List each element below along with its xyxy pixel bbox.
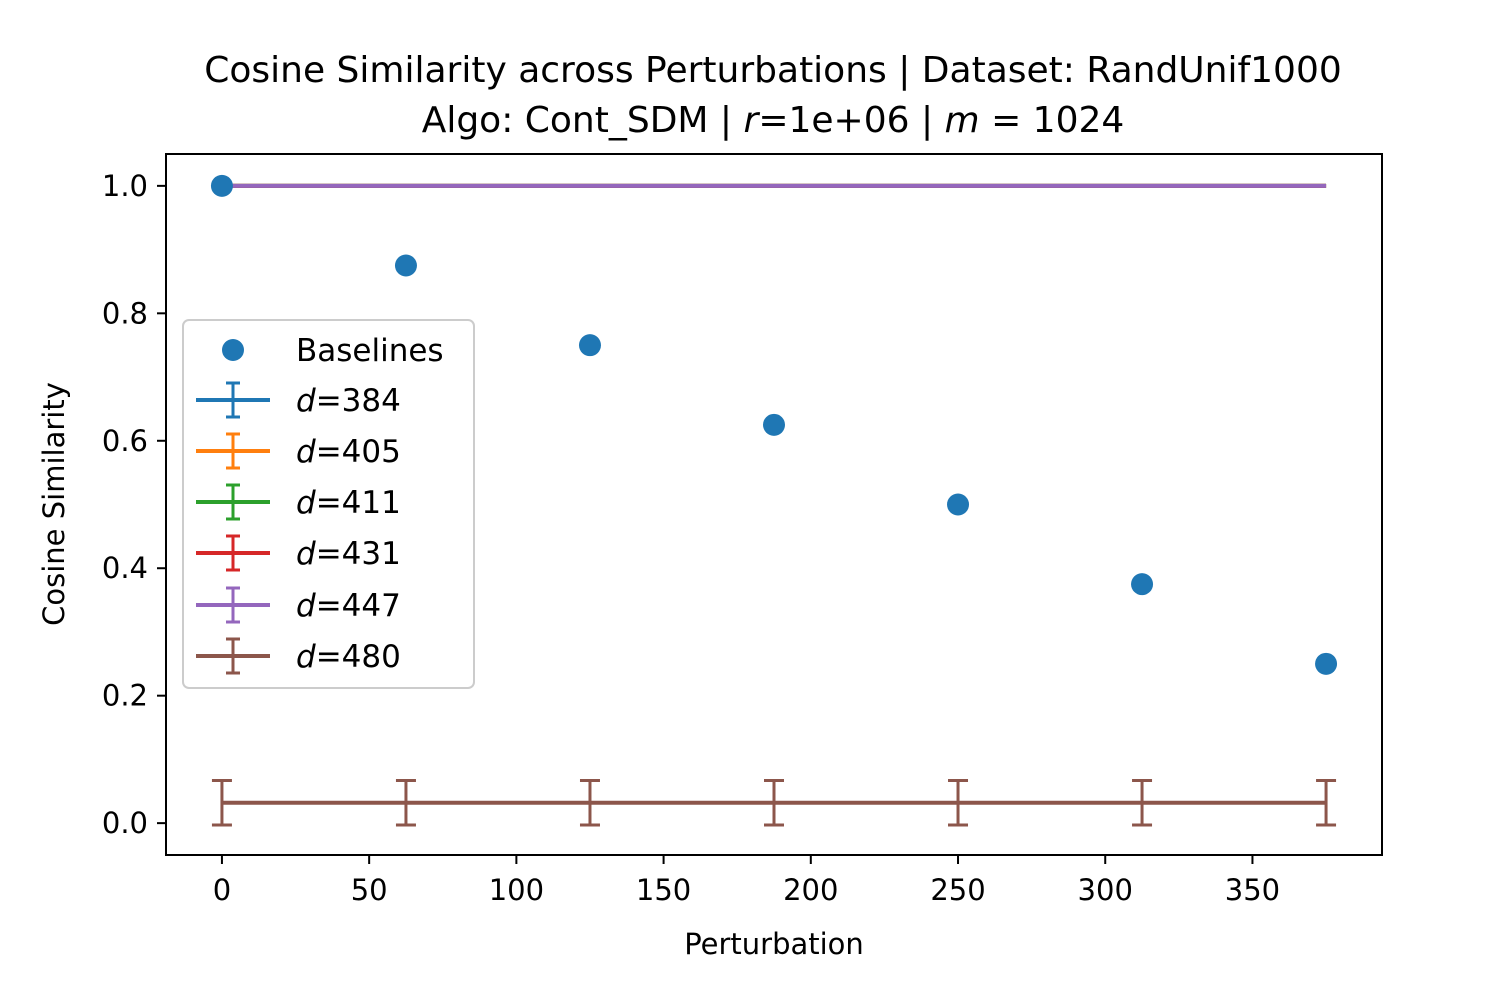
y-tick-label: 0.4 (102, 551, 148, 585)
y-axis: 0.0 0.2 0.4 0.6 0.8 1.0 (102, 169, 166, 840)
chart-title-line2: Algo: Cont_SDM | r=1e+06 | m = 1024 (422, 100, 1125, 141)
legend-d384-value: =384 (316, 383, 401, 419)
y-tick-label: 0.6 (102, 424, 148, 458)
y-axis-label: Cosine Similarity (37, 382, 71, 626)
legend-d405-value: =405 (316, 434, 401, 470)
x-axis: 0 50 100 150 200 250 300 350 (213, 855, 1280, 907)
baseline-point (394, 254, 417, 277)
chart-title-line1: Cosine Similarity across Perturbations |… (204, 50, 1342, 91)
legend-d411-value: =411 (316, 485, 401, 521)
title-m-value: = 1024 (980, 100, 1125, 141)
x-tick-label: 100 (489, 873, 544, 907)
y-tick-label: 1.0 (102, 169, 148, 203)
x-tick-label: 150 (636, 873, 691, 907)
x-axis-label: Perturbation (684, 927, 864, 961)
title-m-symbol: m (945, 100, 980, 141)
legend-d431-symbol: d (296, 536, 316, 572)
legend-d447-label: d=447 (296, 588, 401, 624)
x-tick-label: 0 (213, 873, 231, 907)
x-tick-label: 350 (1225, 873, 1280, 907)
x-tick-label: 200 (783, 873, 838, 907)
legend-baselines-marker (222, 339, 244, 361)
legend-d411-symbol: d (296, 485, 316, 521)
y-tick-label: 0.0 (102, 806, 148, 840)
title-r-value: =1e+06 | (758, 100, 944, 141)
plot-frame (165, 153, 1383, 856)
baseline-point (763, 413, 785, 436)
legend-d405-symbol: d (296, 434, 316, 470)
baseline-point (947, 493, 970, 516)
y-tick-label: 0.2 (102, 679, 148, 713)
legend-d431-label: d=431 (296, 536, 401, 572)
legend-d384-label: d=384 (296, 383, 401, 419)
series-baselines (210, 174, 1338, 675)
x-tick-label: 50 (351, 873, 388, 907)
legend-d447-symbol: d (296, 588, 316, 624)
legend-d431-value: =431 (316, 536, 401, 572)
baseline-point (578, 334, 601, 357)
legend-frame (182, 319, 475, 689)
legend-baselines-label: Baselines (296, 333, 444, 369)
x-tick-label: 300 (1078, 873, 1133, 907)
legend-d480-symbol: d (296, 639, 316, 675)
legend-d480-value: =480 (316, 639, 401, 675)
x-tick-label: 250 (930, 873, 985, 907)
baseline-point (210, 174, 233, 197)
legend-d411-label: d=411 (296, 485, 401, 521)
legend-d480-label: d=480 (296, 639, 401, 675)
plot-area (210, 174, 1338, 827)
title-r-symbol: r (744, 100, 761, 141)
baseline-point (1131, 573, 1154, 596)
title-algo-text: Algo: Cont_SDM | (422, 100, 744, 141)
baseline-point (1315, 652, 1338, 675)
legend-d447-value: =447 (316, 588, 401, 624)
legend-d405-label: d=405 (296, 434, 401, 470)
series-d480 (211, 778, 1337, 827)
y-tick-label: 0.8 (102, 296, 148, 330)
legend-d384-symbol: d (296, 383, 316, 419)
